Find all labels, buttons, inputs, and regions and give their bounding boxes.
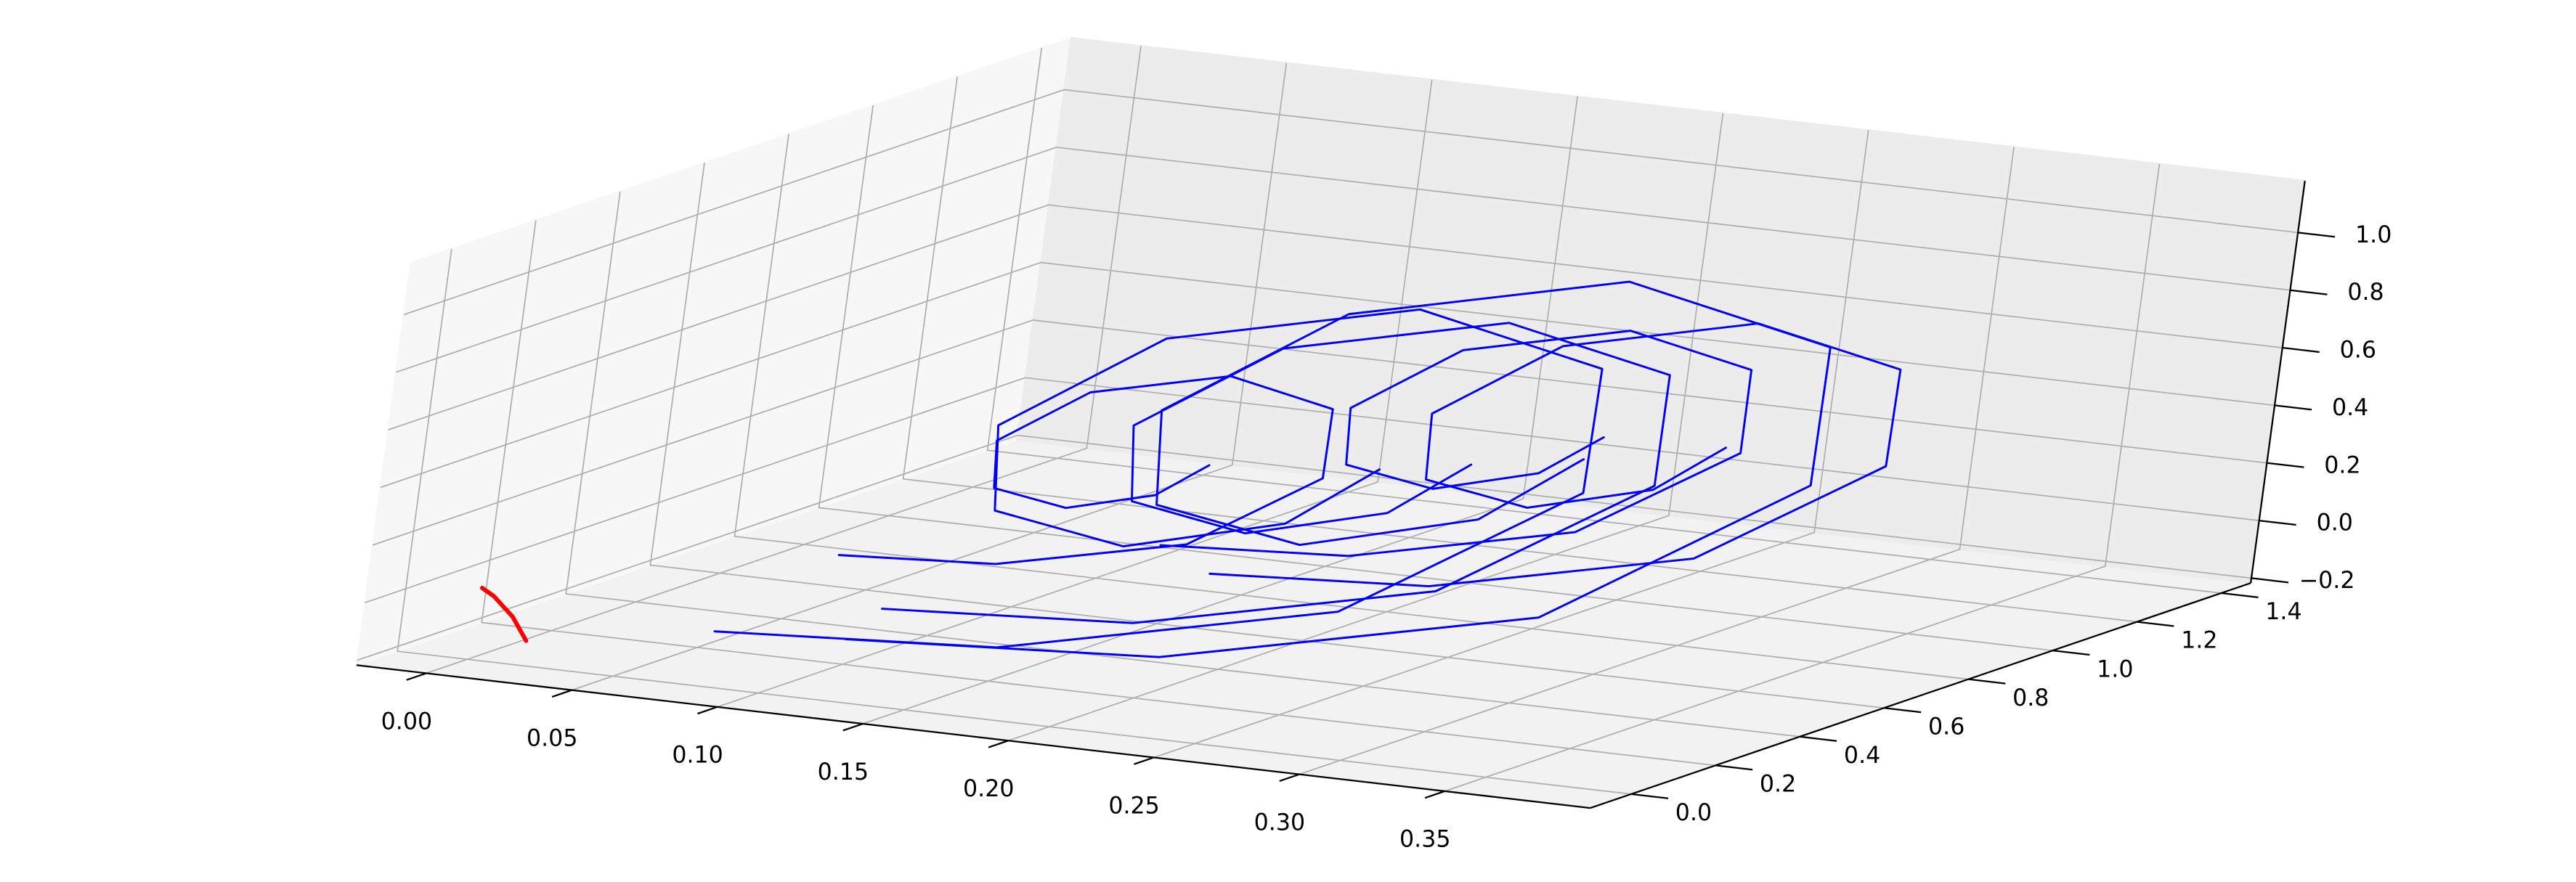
x-tick-label: 0.20 xyxy=(963,776,1014,802)
z-tick-label: −0.2 xyxy=(2299,568,2355,594)
grid-line xyxy=(388,204,2283,431)
z-tick-mark xyxy=(2274,404,2312,411)
y-tick-label: 0.4 xyxy=(1844,743,1880,769)
x-tick-mark xyxy=(1134,756,1155,765)
y-tick-label: 0.8 xyxy=(2012,685,2049,711)
y-tick-mark xyxy=(1968,678,2006,685)
grid-line xyxy=(426,46,1142,674)
z-tick-mark xyxy=(2251,577,2289,584)
z-axis-line xyxy=(2249,180,2306,584)
grid-line xyxy=(357,434,2252,661)
y-tick-label: 1.4 xyxy=(2265,599,2301,625)
grid-line xyxy=(717,79,1433,708)
grid-line xyxy=(572,62,1288,691)
x-tick-mark xyxy=(406,672,427,681)
trajectory xyxy=(881,322,1671,624)
grid-line xyxy=(1008,113,1724,742)
z-tick-mark xyxy=(2267,462,2304,468)
grid-line xyxy=(986,47,2222,594)
y-tick-mark xyxy=(1630,793,1669,799)
z-tick-mark xyxy=(2282,346,2320,354)
y-tick-label: 1.0 xyxy=(2097,656,2133,682)
x-tick-label: 0.05 xyxy=(527,725,578,751)
grid-line xyxy=(902,76,2137,623)
y-tick-mark xyxy=(2221,592,2259,599)
y-tick-label: 1.2 xyxy=(2181,628,2217,654)
x-tick-label: 0.10 xyxy=(672,743,723,769)
x-tick-mark xyxy=(697,706,718,715)
grid-line xyxy=(397,248,1632,795)
grid-line xyxy=(818,105,2053,652)
y-tick-mark xyxy=(1884,707,1922,714)
grid-line xyxy=(481,220,1716,767)
z-tick-label: 0.0 xyxy=(2317,510,2353,536)
x-tick-label: 0.15 xyxy=(818,759,869,785)
grid-line xyxy=(1445,163,2161,792)
y-tick-mark xyxy=(2137,621,2174,627)
grid-line xyxy=(565,191,1800,738)
grid-line xyxy=(365,377,2259,604)
grid-line xyxy=(862,96,1578,724)
trajectory xyxy=(479,585,529,643)
y-tick-label: 0.0 xyxy=(1675,800,1712,826)
y-tick-mark xyxy=(2052,650,2090,656)
y-axis-line xyxy=(1590,582,2251,809)
x-tick-mark xyxy=(1424,790,1445,799)
trajectory xyxy=(837,375,1334,565)
x-tick-mark xyxy=(842,722,864,732)
z-tick-label: 0.6 xyxy=(2340,338,2376,364)
x-tick-mark xyxy=(551,689,572,698)
z-tick-mark xyxy=(2290,289,2328,295)
x-tick-mark xyxy=(988,740,1009,748)
x-tick-label: 0.00 xyxy=(381,709,433,735)
y-tick-label: 0.6 xyxy=(1928,714,1964,740)
z-tick-label: 1.0 xyxy=(2355,222,2392,248)
z-tick-label: 0.2 xyxy=(2324,452,2360,478)
grid-line xyxy=(372,319,2267,546)
grid-line xyxy=(1299,147,2015,775)
grid-line xyxy=(649,163,1885,709)
y-tick-mark xyxy=(1800,735,1837,742)
z-tick-label: 0.8 xyxy=(2347,279,2384,306)
z-tick-label: 0.4 xyxy=(2332,395,2368,421)
trajectory xyxy=(713,308,1604,649)
grid-line xyxy=(403,89,2299,316)
y-tick-mark xyxy=(1715,764,1753,771)
y-tick-label: 0.2 xyxy=(1760,771,1796,797)
z-tick-mark xyxy=(2298,232,2336,238)
trajectory xyxy=(1208,322,1902,588)
x-tick-mark xyxy=(1279,773,1300,783)
trajectory xyxy=(845,280,1832,658)
x-tick-label: 0.25 xyxy=(1108,793,1160,819)
grid-line xyxy=(395,146,2291,373)
x-tick-label: 0.35 xyxy=(1399,827,1450,853)
grid-line xyxy=(734,134,1969,680)
grid-line xyxy=(1153,130,1869,759)
x-axis-line xyxy=(356,664,1590,809)
x-tick-label: 0.30 xyxy=(1254,810,1306,836)
z-tick-mark xyxy=(2259,519,2296,526)
